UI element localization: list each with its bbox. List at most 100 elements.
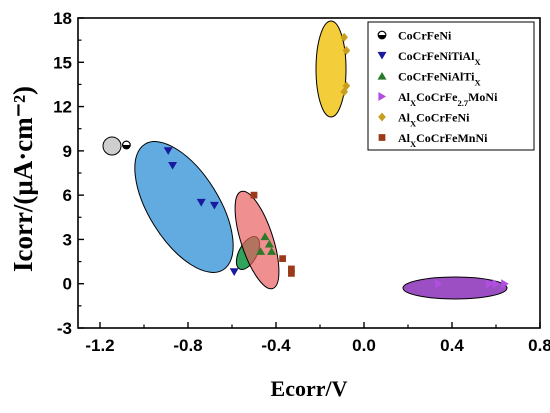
legend: CoCrFeNiCoCrFeNiTiAlXCoCrFeNiAlTiXAlXCoC… xyxy=(367,21,535,151)
legend-label-2: CoCrFeNiTiAlX xyxy=(398,49,481,67)
data-point-s2-1-shape xyxy=(163,147,173,155)
data-point-s3-1-shape xyxy=(256,247,266,255)
x-tick-label: 0.8 xyxy=(528,336,550,355)
data-point-s6-3 xyxy=(288,265,295,273)
data-point-s2-5 xyxy=(229,268,239,276)
data-point-s5-2-shape xyxy=(342,45,351,55)
data-points xyxy=(121,32,509,289)
x-tick-label: -0.4 xyxy=(261,336,291,355)
x-tick-label: 0.4 xyxy=(440,336,464,355)
data-point-s6-1-shape xyxy=(250,191,258,199)
data-point-s3-2 xyxy=(260,232,270,241)
data-point-s6-4-shape xyxy=(288,270,295,277)
legend-marker-4-shape xyxy=(378,92,387,101)
x-tick-label: 0.0 xyxy=(352,336,376,355)
data-point-s6-1 xyxy=(250,191,258,199)
data-point-s4-3 xyxy=(492,279,501,289)
data-point-s4-4-shape xyxy=(501,279,509,289)
legend-marker-1-fill xyxy=(378,35,386,39)
legend-label-part: MoNi xyxy=(468,90,498,104)
legend-label-5: AlXCoCrFeNi xyxy=(398,111,470,129)
y-tick-label: 15 xyxy=(53,53,72,72)
y-tick-label: 3 xyxy=(63,230,72,249)
data-point-s6-3-shape xyxy=(288,265,295,273)
y-tick-label: 9 xyxy=(63,142,72,161)
legend-marker-2 xyxy=(377,51,387,60)
legend-label-part: Al xyxy=(398,131,411,145)
legend-label-part: X xyxy=(474,78,481,88)
cluster-ellipse-5 xyxy=(315,20,347,118)
cluster-ellipse-6 xyxy=(234,190,280,290)
data-point-s1-1 xyxy=(121,140,131,150)
data-point-s4-4 xyxy=(501,279,509,289)
x-tick-label: -1.2 xyxy=(85,336,114,355)
x-axis-ticks: -1.2 -0.8 -0.4 0.0 0.4 0.8 xyxy=(85,322,550,355)
cluster-ellipse-2 xyxy=(134,141,234,273)
cluster-ellipse-4 xyxy=(402,276,508,300)
data-point-s6-2 xyxy=(279,255,286,262)
data-point-s4-2-shape xyxy=(485,279,494,289)
legend-label-part: X xyxy=(474,57,481,67)
legend-label-part: CoCrFe xyxy=(416,90,458,104)
data-point-s3-3 xyxy=(264,239,274,248)
data-point-s2-4 xyxy=(209,201,219,210)
legend-label-part: CoCrFeMnNi xyxy=(416,131,488,145)
legend-marker-3 xyxy=(377,71,387,80)
legend-label-part: CoCrFeNi xyxy=(398,29,452,43)
legend-marker-5-shape xyxy=(378,112,386,122)
data-point-s5-4-shape xyxy=(340,87,349,97)
legend-marker-3-shape xyxy=(377,71,387,80)
legend-label-part: CoCrFeNiTiAl xyxy=(398,49,475,63)
data-point-s3-3-shape xyxy=(264,239,274,248)
data-point-s3-1 xyxy=(256,247,266,255)
data-point-s5-2 xyxy=(342,45,351,55)
legend-label-3: CoCrFeNiAlTiX xyxy=(398,70,481,88)
data-point-s5-1-shape xyxy=(340,32,349,42)
legend-box xyxy=(367,21,535,151)
data-point-s4-1-shape xyxy=(435,279,443,289)
data-point-s2-5-shape xyxy=(229,268,239,276)
legend-marker-5 xyxy=(378,112,386,122)
legend-label-part: X xyxy=(410,98,417,108)
data-point-s3-4-shape xyxy=(267,247,277,255)
legend-label-4: AlXCoCrFe2.7MoNi xyxy=(398,90,498,108)
data-point-s3-4 xyxy=(267,247,277,255)
y-tick-label: -3 xyxy=(57,319,72,338)
legend-label-part: Al xyxy=(398,90,411,104)
legend-label-part: CoCrFeNi xyxy=(416,111,470,125)
legend-marker-4 xyxy=(378,92,387,101)
legend-label-part: 2.7 xyxy=(457,98,468,108)
x-axis-label: Ecorr/V xyxy=(271,376,348,401)
data-point-s6-2-shape xyxy=(279,255,286,262)
y-tick-label: 18 xyxy=(53,9,72,28)
data-point-s4-2 xyxy=(485,279,494,289)
data-point-s2-2-shape xyxy=(168,162,178,170)
data-point-s4-3-shape xyxy=(492,279,501,289)
data-point-s2-3 xyxy=(196,198,206,207)
legend-label-part: X xyxy=(410,139,417,149)
x-tick-label: -0.8 xyxy=(173,336,202,355)
data-point-s5-1 xyxy=(340,32,349,42)
data-point-s2-2 xyxy=(168,162,178,170)
y-tick-label: 0 xyxy=(63,275,72,294)
legend-marker-1 xyxy=(377,30,387,40)
data-point-s5-4 xyxy=(340,87,349,97)
legend-marker-2-shape xyxy=(377,51,387,60)
legend-label-part: Al xyxy=(398,111,411,125)
y-axis-label: Icorr/(μA·cm⁻²) xyxy=(8,86,38,272)
data-point-s2-4-shape xyxy=(209,201,219,210)
cluster-ellipse-1 xyxy=(102,136,122,156)
data-point-s1-1-fill xyxy=(122,144,131,149)
data-point-s3-2-shape xyxy=(260,232,270,241)
data-point-s4-1 xyxy=(435,279,443,289)
data-point-s2-3-shape xyxy=(196,198,206,207)
legend-label-1: CoCrFeNi xyxy=(398,29,452,43)
legend-label-part: CoCrFeNiAlTi xyxy=(398,70,475,84)
y-axis-ticks: -3 0 3 6 9 12 15 18 xyxy=(53,9,84,338)
data-point-s6-4 xyxy=(288,270,295,277)
data-point-s2-1 xyxy=(163,147,173,155)
y-tick-label: 12 xyxy=(53,98,72,117)
legend-marker-6-shape xyxy=(378,134,386,141)
legend-marker-6 xyxy=(378,134,386,141)
